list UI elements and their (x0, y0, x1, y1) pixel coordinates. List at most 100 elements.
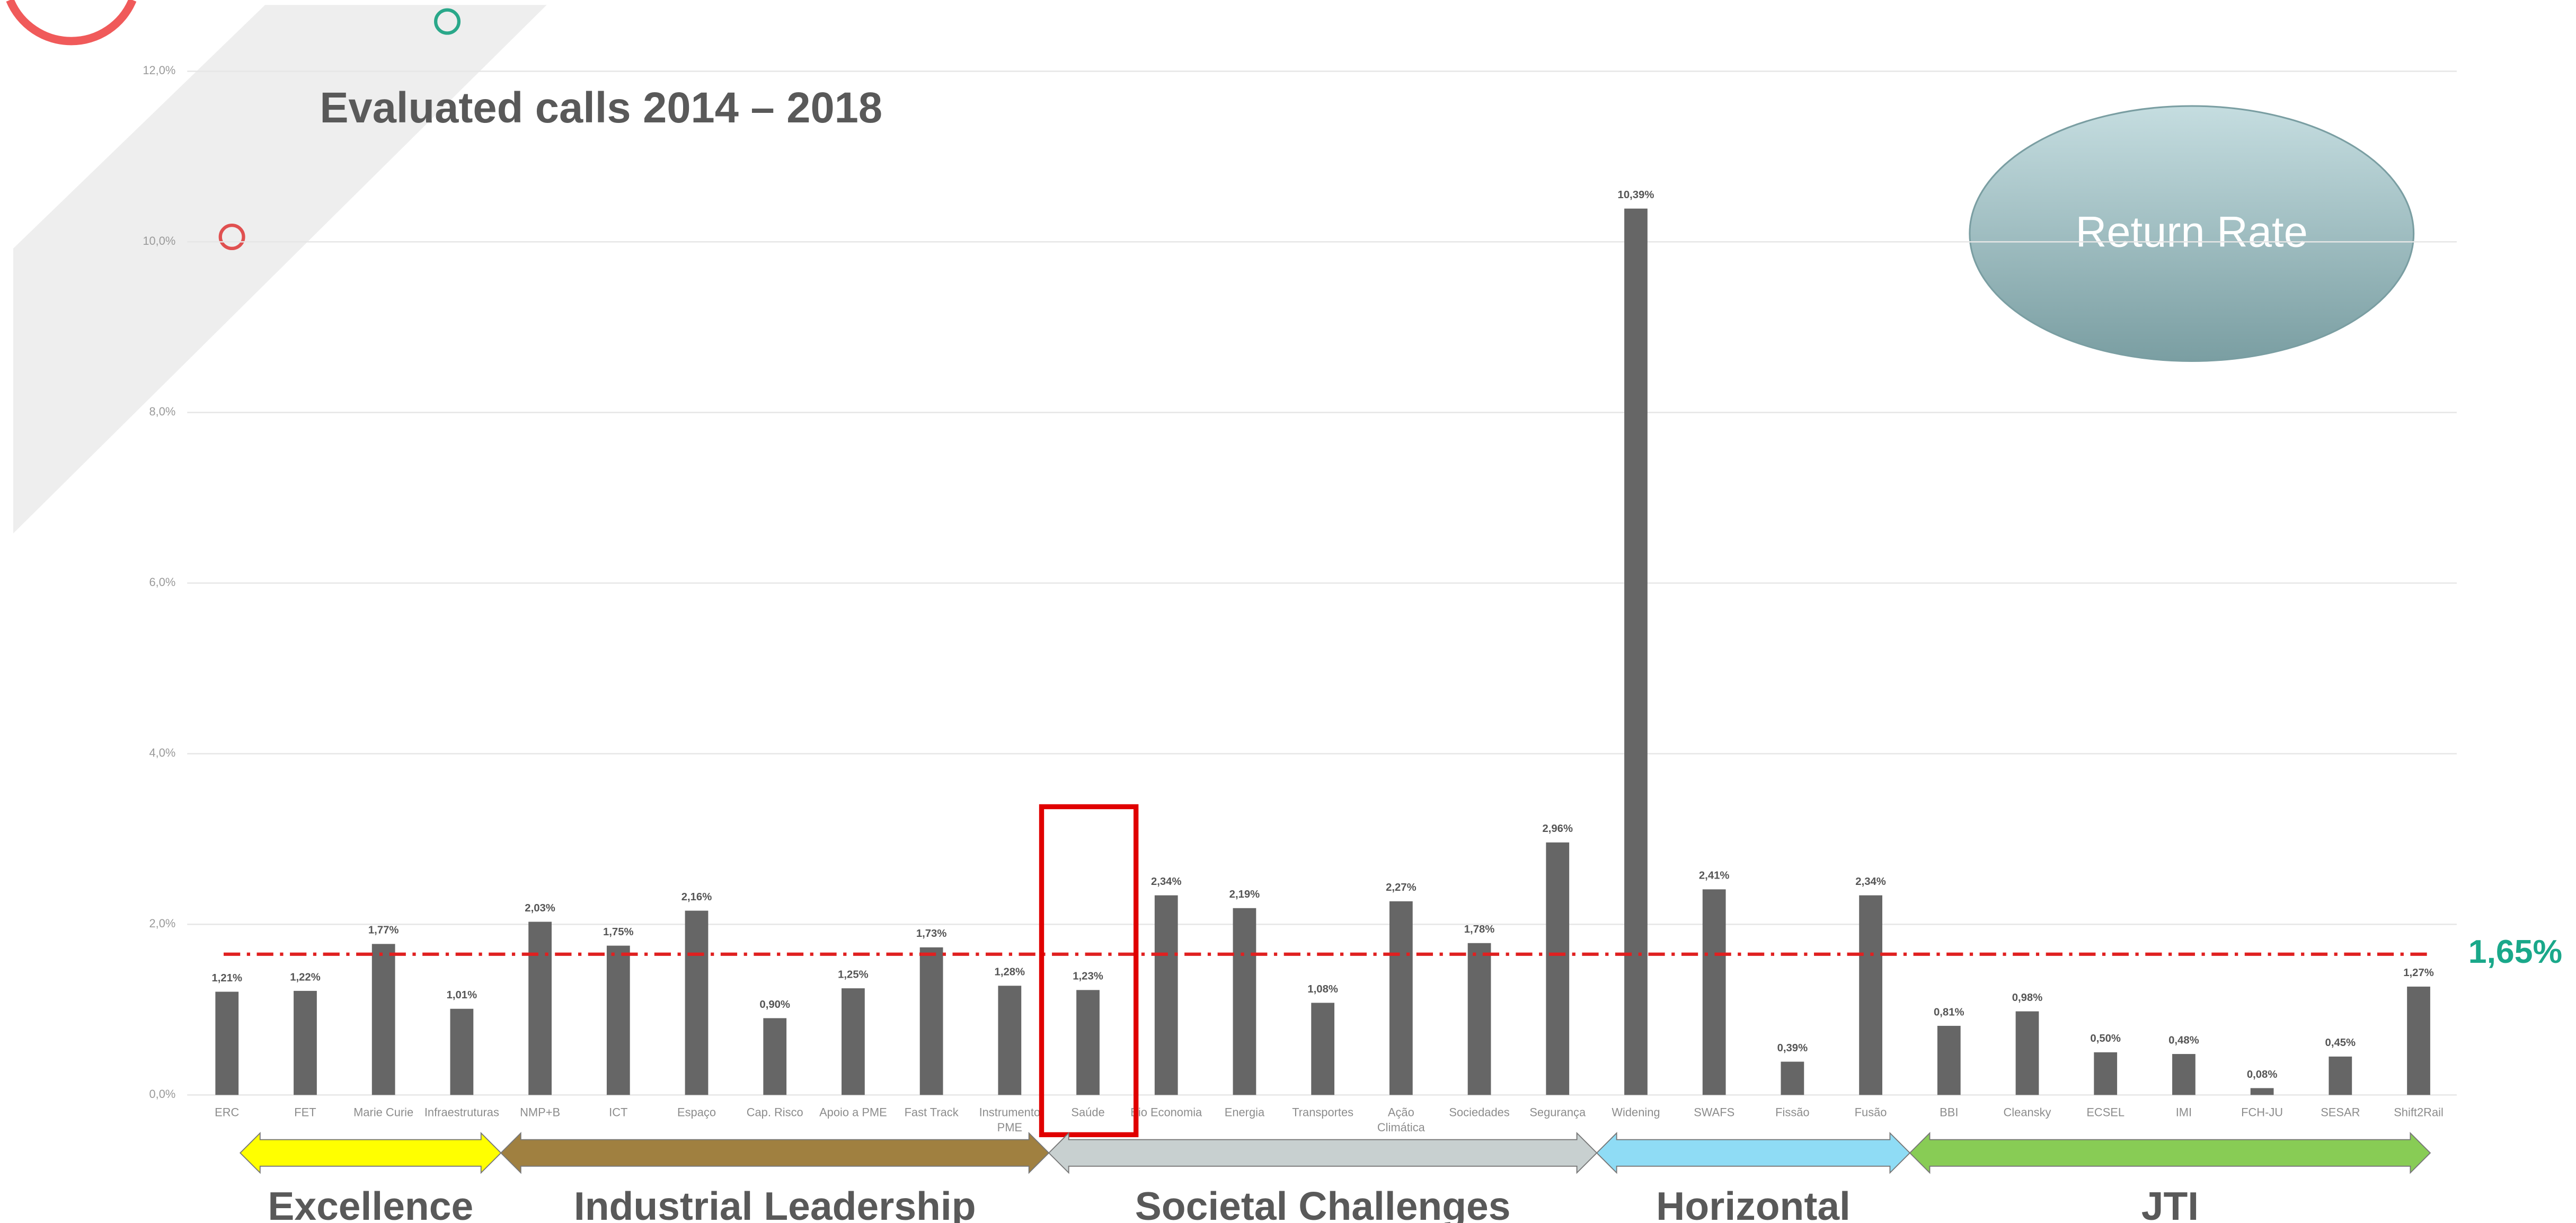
value-label: 0,81% (1934, 1006, 1964, 1018)
x-tick-label: FET (294, 1106, 316, 1119)
reference-label: 1,65% (2468, 933, 2562, 970)
x-tick-label: Transportes (1292, 1106, 1353, 1119)
highlight-box (1039, 804, 1139, 1138)
bar (2407, 986, 2430, 1095)
x-tick-label: IMI (2176, 1106, 2192, 1119)
value-label: 0,50% (2090, 1033, 2121, 1044)
bar (1076, 990, 1100, 1095)
x-tick-label: ERC (215, 1106, 239, 1119)
bar (215, 991, 239, 1095)
value-label: 1,21% (211, 972, 242, 984)
x-tick-label: Sociedades (1449, 1106, 1509, 1119)
chart-title: Evaluated calls 2014 – 2018 (320, 84, 882, 132)
bar (2094, 1052, 2118, 1095)
bar (1311, 1003, 1335, 1095)
value-label: 1,25% (838, 969, 869, 980)
x-tick-label: NMP+B (520, 1106, 560, 1119)
x-tick-label: ECSEL (2086, 1106, 2124, 1119)
bar (1467, 943, 1491, 1095)
bar (294, 990, 317, 1095)
x-tick-label: Fusão (1855, 1106, 1887, 1119)
bar (1702, 889, 1726, 1095)
bar (2250, 1088, 2274, 1095)
y-tick-label: 0,0% (149, 1087, 175, 1101)
group-arrow (500, 1131, 1050, 1174)
x-tick-label: Ação Climática (1377, 1106, 1426, 1134)
value-label: 1,23% (1073, 971, 1103, 982)
value-label: 1,08% (1307, 983, 1338, 995)
value-label: 0,48% (2168, 1034, 2199, 1046)
bar (1233, 908, 1256, 1095)
badge-text: Return Rate (2076, 208, 2308, 256)
value-label: 1,01% (447, 989, 477, 1001)
group-label: Excellence (268, 1184, 473, 1223)
bar (1389, 901, 1413, 1095)
bar (685, 910, 709, 1095)
x-tick-label: Infraestruturas (424, 1106, 499, 1119)
value-label: 2,27% (1386, 882, 1417, 893)
x-tick-label: Widening (1612, 1106, 1660, 1119)
bar (371, 944, 395, 1095)
value-label: 1,27% (2403, 967, 2434, 979)
group-label: Societal Challenges (1135, 1184, 1511, 1223)
x-tick-label: Bio Economia (1130, 1106, 1202, 1119)
value-label: 2,19% (1229, 889, 1260, 900)
value-label: 0,39% (1777, 1042, 1808, 1054)
value-label: 2,16% (681, 891, 712, 903)
value-label: 2,96% (1542, 823, 1573, 835)
value-label: 1,73% (916, 928, 947, 940)
value-label: 0,90% (759, 999, 790, 1011)
x-tick-label: Fast Track (905, 1106, 959, 1119)
x-tick-label: SWAFS (1694, 1106, 1734, 1119)
bar (1546, 842, 1570, 1095)
value-label: 2,03% (525, 902, 555, 914)
value-label: 1,78% (1464, 924, 1495, 935)
value-label: 10,39% (1618, 189, 1654, 201)
x-tick-label: Energia (1225, 1106, 1265, 1119)
value-label: 2,34% (1151, 876, 1182, 888)
x-tick-label: Segurança (1529, 1106, 1586, 1119)
value-label: 0,98% (2012, 992, 2043, 1004)
bar (1781, 1061, 1804, 1095)
bar (1937, 1025, 1961, 1095)
x-tick-label: Shift2Rail (2394, 1106, 2444, 1119)
x-tick-label: BBI (1940, 1106, 1958, 1119)
value-label: 1,28% (995, 967, 1025, 978)
badge (1969, 105, 2415, 362)
x-tick-label: Marie Curie (353, 1106, 413, 1119)
x-tick-label: Espaço (677, 1106, 716, 1119)
value-label: 1,77% (368, 925, 399, 936)
y-tick-label: 6,0% (149, 575, 175, 589)
group-label: Industrial Leadership (574, 1184, 976, 1223)
x-tick-label: FCH-JU (2241, 1106, 2283, 1119)
bar (1859, 895, 1882, 1095)
value-label: 1,22% (290, 971, 321, 983)
x-tick-label: Instrumento PME (979, 1106, 1041, 1134)
group-arrow (1909, 1131, 2431, 1174)
group-label: Horizontal (1656, 1184, 1851, 1223)
y-tick-label: 2,0% (149, 917, 175, 930)
x-tick-label: Cap. Risco (747, 1106, 803, 1119)
bar (1624, 208, 1648, 1095)
bar (998, 986, 1022, 1095)
y-tick-label: 4,0% (149, 746, 175, 759)
bar (763, 1018, 787, 1095)
x-tick-label: Cleansky (2004, 1106, 2051, 1119)
x-tick-label: Fissão (1775, 1106, 1809, 1119)
decor-dot (434, 8, 461, 35)
group-label: JTI (2141, 1184, 2199, 1223)
x-tick-label: SESAR (2321, 1106, 2360, 1119)
y-tick-label: 10,0% (143, 234, 175, 247)
x-tick-label: Apoio a PME (819, 1106, 887, 1119)
group-arrow (1596, 1131, 1911, 1174)
decor-ring (6, 0, 137, 46)
group-arrow (239, 1131, 502, 1174)
value-label: 2,41% (1699, 870, 1730, 882)
bar (528, 921, 552, 1095)
value-label: 0,45% (2325, 1037, 2356, 1049)
bar (2172, 1054, 2196, 1095)
bar (450, 1008, 474, 1095)
group-arrow (1048, 1131, 1598, 1174)
x-tick-label: ICT (609, 1106, 627, 1119)
